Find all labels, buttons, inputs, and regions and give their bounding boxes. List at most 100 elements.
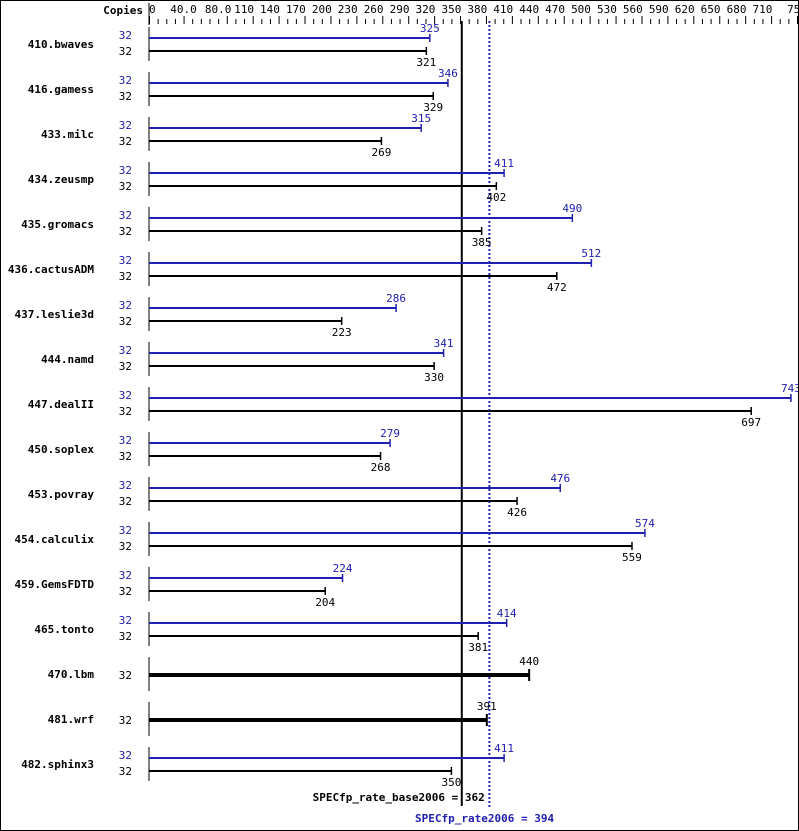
tick-label: 140 (260, 3, 280, 16)
base-value-label: 385 (472, 236, 492, 249)
peak-copies: 32 (119, 614, 132, 627)
peak-copies: 32 (119, 569, 132, 582)
benchmark-label: 450.soplex (28, 443, 95, 456)
base-copies: 32 (119, 135, 132, 148)
tick-label: 530 (597, 3, 617, 16)
base-copies: 32 (119, 180, 132, 193)
benchmark-label: 482.sphinx3 (21, 758, 94, 771)
tick-label: 290 (390, 3, 410, 16)
benchmark-label: 444.namd (41, 353, 94, 366)
base-copies: 32 (119, 315, 132, 328)
base-copies: 32 (119, 765, 132, 778)
base-value-label: 440 (519, 655, 539, 668)
base-copies: 32 (119, 405, 132, 418)
base-copies: 32 (119, 225, 132, 238)
benchmark-label: 437.leslie3d (15, 308, 94, 321)
benchmark-label: 433.milc (41, 128, 94, 141)
tick-label: 40.0 (170, 3, 197, 16)
base-value-label: 268 (371, 461, 391, 474)
benchmark-label: 416.gamess (28, 83, 94, 96)
base-copies: 32 (119, 540, 132, 553)
base-value-label: 426 (507, 506, 527, 519)
peak-value-label: 476 (550, 472, 570, 485)
tick-label: 260 (364, 3, 384, 16)
peak-value-label: 341 (434, 337, 454, 350)
tick-label: 350 (441, 3, 461, 16)
peak-value-label: 411 (494, 157, 514, 170)
peak-value-label: 574 (635, 517, 655, 530)
base-value-label: 381 (468, 641, 488, 654)
tick-label: 0 (149, 3, 156, 16)
tick-label: 650 (701, 3, 721, 16)
peak-copies: 32 (119, 434, 132, 447)
base-value-label: 350 (441, 776, 461, 789)
peak-value-label: 286 (386, 292, 406, 305)
base-copies: 32 (119, 90, 132, 103)
benchmark-label: 435.gromacs (21, 218, 94, 231)
tick-label: 230 (338, 3, 358, 16)
peak-copies: 32 (119, 344, 132, 357)
tick-label: 620 (675, 3, 695, 16)
base-value-label: 223 (332, 326, 352, 339)
benchmark-label: 465.tonto (34, 623, 94, 636)
base-copies: 32 (119, 450, 132, 463)
base-value-label: 329 (423, 101, 443, 114)
peak-value-label: 279 (380, 427, 400, 440)
peak-value-label: 512 (581, 247, 601, 260)
benchmark-label: 436.cactusADM (8, 263, 94, 276)
tick-label: 320 (416, 3, 436, 16)
base-value-label: 472 (547, 281, 567, 294)
peak-value-label: 743 (781, 382, 799, 395)
base-copies: 32 (119, 360, 132, 373)
base-copies: 32 (119, 270, 132, 283)
base-summary-label: SPECfp_rate_base2006 = 362 (313, 791, 485, 804)
base-value-label: 269 (371, 146, 391, 159)
peak-summary-label: SPECfp_rate2006 = 394 (415, 812, 554, 825)
base-value-label: 559 (622, 551, 642, 564)
peak-value-label: 224 (333, 562, 353, 575)
base-copies: 32 (119, 45, 132, 58)
peak-value-label: 414 (497, 607, 517, 620)
base-value-label: 402 (486, 191, 506, 204)
copies-header: Copies (103, 4, 143, 17)
benchmark-label: 410.bwaves (28, 38, 94, 51)
benchmark-label: 481.wrf (48, 713, 94, 726)
tick-label: 410 (493, 3, 513, 16)
tick-label: 560 (623, 3, 643, 16)
peak-copies: 32 (119, 299, 132, 312)
base-value-label: 321 (416, 56, 436, 69)
tick-label: 440 (519, 3, 539, 16)
peak-copies: 32 (119, 119, 132, 132)
benchmark-label: 447.dealII (28, 398, 94, 411)
tick-label: 680 (727, 3, 747, 16)
benchmark-label: 434.zeusmp (28, 173, 95, 186)
peak-copies: 32 (119, 74, 132, 87)
tick-label: 170 (286, 3, 306, 16)
peak-copies: 32 (119, 524, 132, 537)
base-copies: 32 (119, 585, 132, 598)
tick-label: 80.0 (205, 3, 232, 16)
peak-copies: 32 (119, 164, 132, 177)
peak-value-label: 490 (562, 202, 582, 215)
base-value-label: 391 (477, 700, 497, 713)
base-copies: 32 (119, 669, 132, 682)
peak-copies: 32 (119, 479, 132, 492)
base-copies: 32 (119, 495, 132, 508)
peak-copies: 32 (119, 389, 132, 402)
peak-copies: 32 (119, 29, 132, 42)
base-value-label: 204 (315, 596, 335, 609)
peak-copies: 32 (119, 749, 132, 762)
peak-value-label: 315 (411, 112, 431, 125)
tick-label: 710 (753, 3, 773, 16)
tick-label: 750 (787, 3, 799, 16)
tick-label: 470 (545, 3, 565, 16)
tick-label: 110 (234, 3, 254, 16)
base-value-label: 697 (741, 416, 761, 429)
benchmark-label: 454.calculix (15, 533, 95, 546)
benchmark-label: 459.GemsFDTD (15, 578, 95, 591)
benchmark-label: 470.lbm (48, 668, 95, 681)
base-copies: 32 (119, 714, 132, 727)
tick-label: 590 (649, 3, 669, 16)
